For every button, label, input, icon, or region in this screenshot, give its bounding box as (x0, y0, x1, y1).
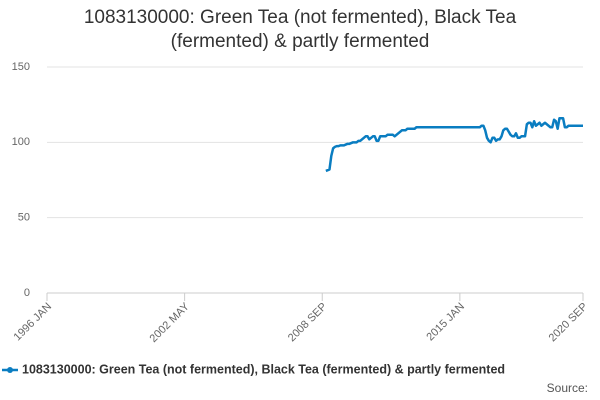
y-tick-label: 50 (18, 212, 30, 224)
legend-label: 1083130000: Green Tea (not fermented), B… (22, 362, 505, 376)
x-tick-label: 2008 SEP (286, 301, 330, 345)
y-tick-label: 0 (24, 287, 30, 299)
x-tick-label: 2002 MAY (148, 300, 193, 345)
x-tick-label: 1996 JAN (12, 301, 55, 344)
y-tick-label: 150 (12, 61, 30, 73)
source: Source: (547, 381, 588, 395)
y-tick-label: 100 (12, 136, 30, 148)
x-tick-label: 2020 SEP (547, 301, 591, 345)
x-tick-label: 2015 JAN (424, 301, 467, 344)
chart-title: 1083130000: Green Tea (not fermented), B… (83, 7, 517, 52)
data-line (325, 116, 583, 173)
legend-marker (7, 367, 13, 373)
